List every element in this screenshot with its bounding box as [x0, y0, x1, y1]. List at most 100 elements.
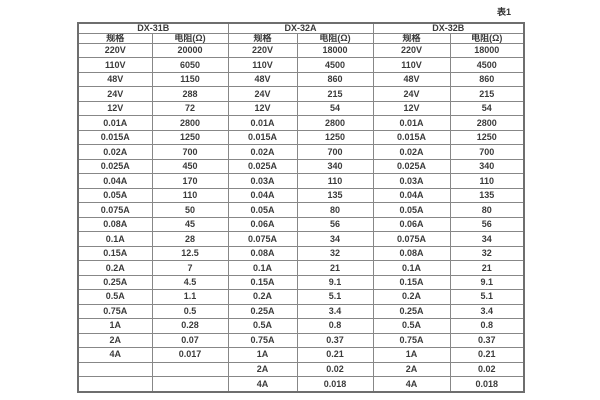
resistance-cell: 12.5: [151, 245, 229, 262]
resistance-cell: 54: [449, 100, 525, 117]
spec-cell: 0.75A: [372, 332, 451, 349]
spec-cell: 0.03A: [372, 173, 451, 189]
spec-cell: 110V: [77, 57, 153, 73]
resistance-cell: 340: [449, 158, 525, 175]
table-row: 2A 0.07 0.75A 0.37 0.75A 0.37: [77, 332, 525, 349]
spec-cell: 0.5A: [372, 318, 451, 334]
resistance-cell: 110: [449, 173, 525, 189]
resistance-cell: 0.02: [449, 361, 525, 378]
resistance-cell: 700: [296, 144, 374, 160]
table-row: 0.075A 50 0.05A 80 0.05A 80: [77, 202, 525, 218]
spec-cell: 0.06A: [372, 216, 451, 233]
resistance-cell: 21: [449, 260, 525, 276]
resistance-cell: 0.07: [151, 332, 229, 349]
resistance-cell: 45: [151, 216, 229, 233]
spec-cell: 1A: [227, 347, 298, 363]
spec-cell: 0.01A: [227, 115, 298, 131]
resistance-cell: 32: [296, 245, 374, 262]
spec-cell: 0.04A: [77, 173, 153, 189]
spec-cell: 1A: [372, 347, 451, 363]
spec-cell: 0.25A: [77, 274, 153, 291]
resistance-cell: 4500: [296, 57, 374, 73]
resistance-cell: 0.28: [151, 318, 229, 334]
resistance-cell: 0.21: [296, 347, 374, 363]
col-header-spec-dx32b: 规格: [372, 33, 451, 44]
column-header-row: 规格 电阻(Ω) 规格 电阻(Ω) 规格 电阻(Ω): [77, 33, 525, 44]
spec-cell: 0.75A: [77, 303, 153, 320]
spec-cell: 12V: [227, 100, 298, 117]
resistance-cell: 28: [151, 231, 229, 247]
resistance-cell: 72: [151, 100, 229, 117]
resistance-cell: 3.4: [449, 303, 525, 320]
spec-cell: 0.1A: [77, 231, 153, 247]
spec-cell: 0.15A: [77, 245, 153, 262]
resistance-table: DX-31B DX-32A DX-32B 规格 电阻(Ω) 规格 电阻(Ω) 规…: [77, 22, 526, 393]
resistance-cell: 0.8: [296, 318, 374, 334]
resistance-cell: 3.4: [296, 303, 374, 320]
spec-cell: 4A: [77, 347, 153, 363]
table-row: 0.75A 0.5 0.25A 3.4 0.25A 3.4: [77, 303, 525, 320]
resistance-cell: 700: [449, 144, 525, 160]
table-row: 0.5A 1.1 0.2A 5.1 0.2A 5.1: [77, 289, 525, 305]
spec-cell: [77, 376, 153, 393]
resistance-cell: 0.018: [296, 376, 374, 393]
table-row: 0.02A 700 0.02A 700 0.02A 700: [77, 144, 525, 160]
spec-cell: 0.05A: [77, 187, 153, 204]
spec-cell: 0.15A: [372, 274, 451, 291]
table-row: 0.01A 2800 0.01A 2800 0.01A 2800: [77, 115, 525, 131]
resistance-cell: [151, 361, 229, 378]
col-header-spec-dx31b: 规格: [77, 33, 153, 44]
resistance-cell: 50: [151, 202, 229, 218]
spec-cell: 220V: [372, 42, 451, 59]
resistance-cell: 860: [449, 71, 525, 88]
resistance-cell: 170: [151, 173, 229, 189]
group-header-dx32a: DX-32A: [227, 22, 374, 34]
spec-cell: 0.025A: [77, 158, 153, 175]
spec-cell: 0.015A: [77, 129, 153, 146]
spec-cell: 0.08A: [372, 245, 451, 262]
resistance-cell: 7: [151, 260, 229, 276]
spec-cell: 0.15A: [227, 274, 298, 291]
spec-cell: 1A: [77, 318, 153, 334]
resistance-cell: 135: [449, 187, 525, 204]
spec-cell: 24V: [372, 86, 451, 102]
resistance-cell: 0.017: [151, 347, 229, 363]
table-row: 220V 20000 220V 18000 220V 18000: [77, 42, 525, 59]
spec-cell: 0.2A: [227, 289, 298, 305]
table-body: 220V 20000 220V 18000 220V 18000 110V 6050 110V 4…: [77, 42, 525, 393]
resistance-cell: 450: [151, 158, 229, 175]
resistance-cell: 54: [296, 100, 374, 117]
resistance-cell: 288: [151, 86, 229, 102]
resistance-cell: 340: [296, 158, 374, 175]
table-row: 110V 6050 110V 4500 110V 4500: [77, 57, 525, 73]
group-header-dx31b: DX-31B: [77, 22, 229, 34]
spec-cell: 110V: [227, 57, 298, 73]
table-row: 0.1A 28 0.075A 34 0.075A 34: [77, 231, 525, 247]
spec-cell: 0.1A: [227, 260, 298, 276]
spec-cell: 0.05A: [227, 202, 298, 218]
table-row: 0.04A 170 0.03A 110 0.03A 110: [77, 173, 525, 189]
resistance-cell: 20000: [151, 42, 229, 59]
spec-cell: 24V: [227, 86, 298, 102]
spec-cell: 0.01A: [372, 115, 451, 131]
resistance-cell: 860: [296, 71, 374, 88]
spec-cell: 4A: [372, 376, 451, 393]
spec-cell: 0.2A: [77, 260, 153, 276]
resistance-cell: 34: [449, 231, 525, 247]
resistance-cell: 5.1: [296, 289, 374, 305]
table-row: 4A 0.018 4A 0.018: [77, 376, 525, 393]
resistance-cell: 0.21: [449, 347, 525, 363]
resistance-cell: 80: [296, 202, 374, 218]
spec-cell: 0.02A: [372, 144, 451, 160]
spec-cell: 0.075A: [227, 231, 298, 247]
resistance-cell: 1250: [296, 129, 374, 146]
resistance-cell: [151, 376, 229, 393]
resistance-cell: 215: [296, 86, 374, 102]
group-header-row: DX-31B DX-32A DX-32B: [77, 22, 525, 34]
spec-cell: 48V: [227, 71, 298, 88]
group-header-dx32b: DX-32B: [372, 22, 525, 34]
resistance-cell: 4.5: [151, 274, 229, 291]
resistance-cell: 56: [449, 216, 525, 233]
spec-cell: 0.1A: [372, 260, 451, 276]
